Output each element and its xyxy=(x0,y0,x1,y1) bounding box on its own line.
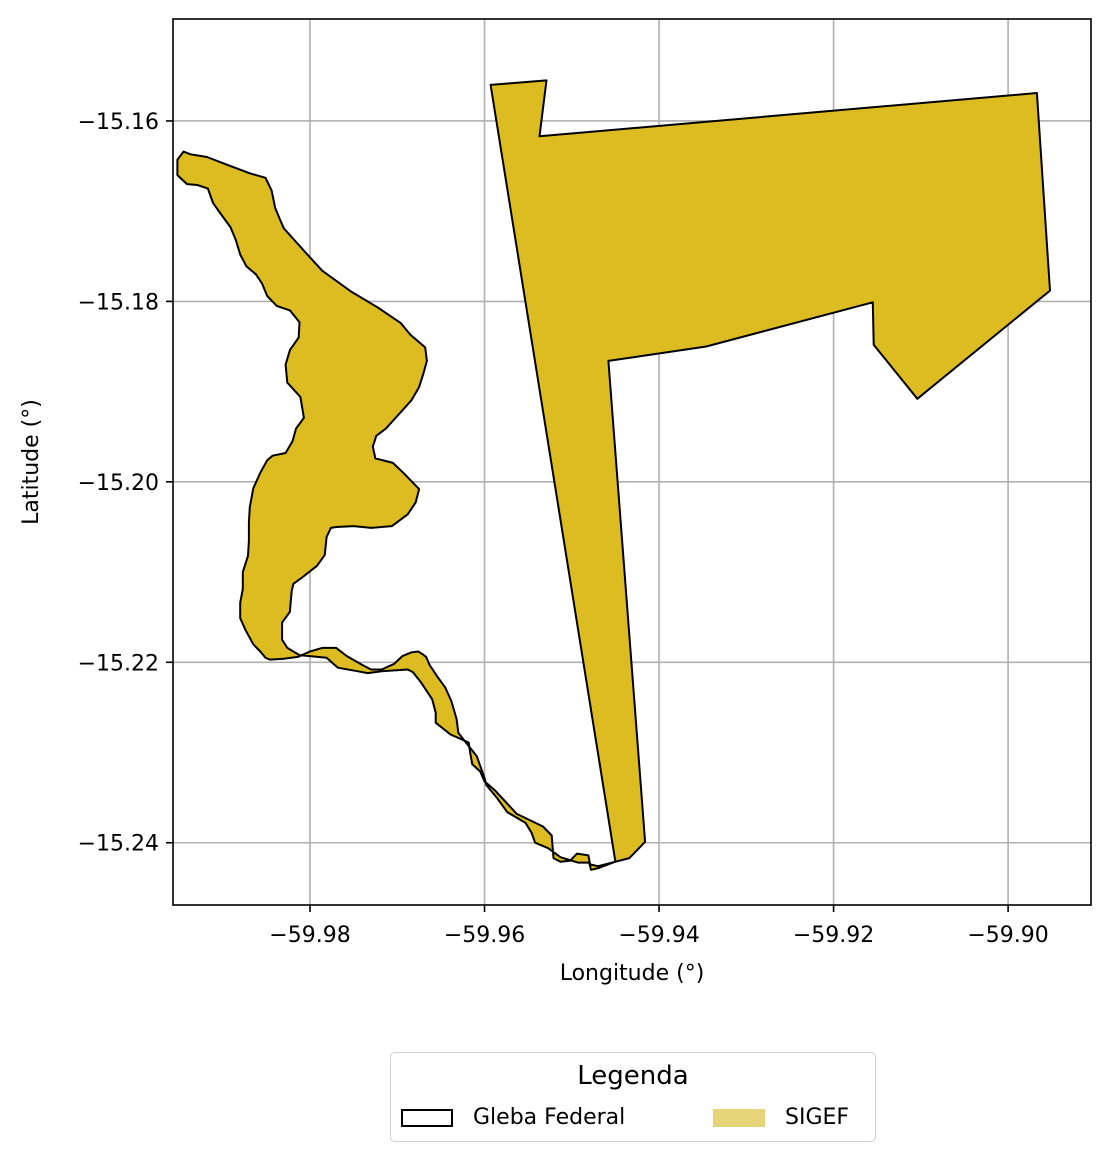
y-tick-label: −15.18 xyxy=(78,290,159,315)
x-tick-label: −59.98 xyxy=(269,923,350,948)
sigef-polygon xyxy=(176,79,1051,871)
legend-item-gleba-federal: Gleba Federal xyxy=(401,1105,625,1130)
y-tick-label: −15.20 xyxy=(78,471,159,496)
legend-swatch-sigef xyxy=(713,1108,765,1127)
legend-label-gleba-federal: Gleba Federal xyxy=(473,1105,626,1130)
legend-item-sigef: SIGEF xyxy=(713,1105,849,1130)
x-tick-label: −59.90 xyxy=(967,923,1048,948)
y-axis-label: Latitude (°) xyxy=(19,399,44,525)
legend-title: Legenda xyxy=(577,1061,689,1091)
x-tick-label: −59.94 xyxy=(618,923,699,948)
y-axis-ticks: −15.16 −15.18 −15.20 −15.22 −15.24 xyxy=(78,110,173,857)
legend-label-sigef: SIGEF xyxy=(785,1105,850,1130)
y-tick-label: −15.16 xyxy=(78,110,159,135)
plot-frame xyxy=(172,18,1092,906)
y-tick-label: −15.22 xyxy=(78,651,159,676)
x-axis-ticks: −59.98 −59.96 −59.94 −59.92 −59.90 xyxy=(269,905,1049,948)
legend: Legenda Gleba Federal SIGEF xyxy=(390,1052,876,1142)
x-tick-label: −59.96 xyxy=(444,923,525,948)
y-tick-label: −15.24 xyxy=(78,832,159,857)
x-tick-label: −59.92 xyxy=(793,923,874,948)
map-plot: −59.98 −59.96 −59.94 −59.92 −59.90 −15.16−15… xyxy=(19,18,1092,986)
x-axis-label: Longitude (°) xyxy=(560,961,705,986)
legend-swatch-gleba-federal xyxy=(401,1108,453,1127)
